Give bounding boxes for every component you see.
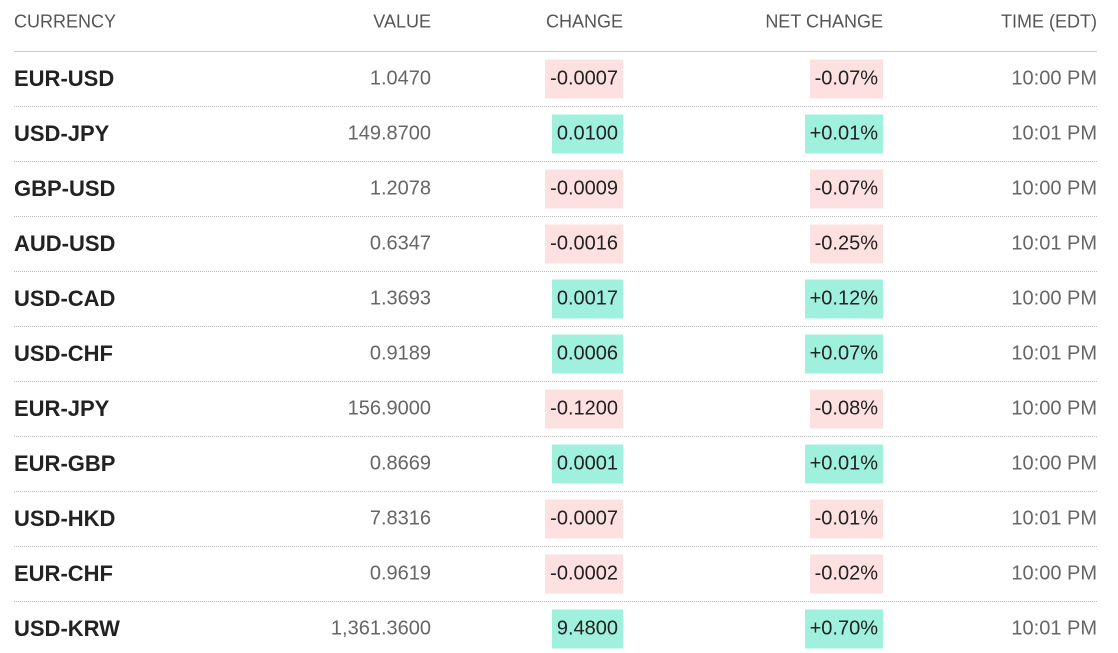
row-divider	[14, 601, 1097, 602]
row-divider	[14, 436, 1097, 437]
net-change-badge: -0.25%	[809, 224, 883, 263]
update-time: 10:00 PM	[1011, 397, 1097, 419]
update-time: 10:01 PM	[1011, 232, 1097, 254]
change-badge: -0.0009	[545, 169, 623, 208]
column-header: CURRENCY	[14, 11, 117, 32]
net-change-badge: -0.08%	[809, 389, 883, 428]
change-badge: -0.0007	[545, 59, 623, 98]
change-badge: 9.4800	[551, 609, 623, 648]
update-time: 10:00 PM	[1011, 287, 1097, 309]
rate-value: 1,361.3600	[330, 617, 431, 639]
currency-pair: EUR-JPY	[14, 395, 110, 421]
row-divider	[14, 546, 1097, 547]
currency-pair: GBP-USD	[14, 175, 116, 201]
row-divider	[14, 51, 1097, 52]
rate-value: 1.3693	[369, 287, 431, 309]
rate-value: 0.9189	[369, 342, 431, 364]
change-badge: 0.0006	[551, 334, 623, 373]
rate-value: 0.6347	[369, 232, 431, 254]
rate-value: 0.9619	[369, 562, 431, 584]
rate-value: 7.8316	[369, 507, 431, 529]
row-divider	[14, 326, 1097, 327]
update-time: 10:01 PM	[1011, 122, 1097, 144]
column-header: NET CHANGE	[765, 11, 883, 32]
net-change-badge: +0.70%	[804, 609, 883, 648]
update-time: 10:00 PM	[1011, 67, 1097, 89]
net-change-badge: -0.01%	[809, 499, 883, 538]
row-divider	[14, 216, 1097, 217]
net-change-badge: -0.02%	[809, 554, 883, 593]
currency-pair: USD-KRW	[14, 615, 120, 641]
net-change-badge: +0.01%	[804, 114, 883, 153]
currency-pair: EUR-USD	[14, 65, 115, 91]
update-time: 10:01 PM	[1011, 507, 1097, 529]
row-divider	[14, 491, 1097, 492]
update-time: 10:00 PM	[1011, 562, 1097, 584]
rate-value: 156.9000	[347, 397, 431, 419]
update-time: 10:01 PM	[1011, 617, 1097, 639]
row-divider	[14, 381, 1097, 382]
currency-pair: USD-HKD	[14, 505, 116, 531]
change-badge: -0.0007	[545, 499, 623, 538]
currency-pair: AUD-USD	[14, 230, 116, 256]
net-change-badge: +0.07%	[804, 334, 883, 373]
change-badge: -0.0016	[545, 224, 623, 263]
net-change-badge: +0.12%	[804, 279, 883, 318]
currency-pair: USD-JPY	[14, 120, 110, 146]
net-change-badge: +0.01%	[804, 444, 883, 483]
change-badge: -0.0002	[545, 554, 623, 593]
column-header: CHANGE	[545, 11, 623, 32]
currency-pair: USD-CHF	[14, 340, 113, 366]
rate-value: 0.8669	[369, 452, 431, 474]
change-badge: 0.0100	[551, 114, 623, 153]
update-time: 10:00 PM	[1011, 177, 1097, 199]
currency-pair: EUR-CHF	[14, 560, 113, 586]
currency-pair: EUR-GBP	[14, 450, 116, 476]
change-badge: 0.0017	[551, 279, 623, 318]
row-divider	[14, 106, 1097, 107]
rate-value: 149.8700	[347, 122, 431, 144]
currency-pair: USD-CAD	[14, 285, 116, 311]
row-divider	[14, 271, 1097, 272]
row-divider	[14, 161, 1097, 162]
column-header: VALUE	[373, 11, 431, 32]
net-change-badge: -0.07%	[809, 169, 883, 208]
update-time: 10:00 PM	[1011, 452, 1097, 474]
rate-value: 1.0470	[369, 67, 431, 89]
rate-value: 1.2078	[369, 177, 431, 199]
net-change-badge: -0.07%	[809, 59, 883, 98]
column-header: TIME (EDT)	[1001, 11, 1097, 32]
change-badge: 0.0001	[551, 444, 623, 483]
update-time: 10:01 PM	[1011, 342, 1097, 364]
change-badge: -0.1200	[545, 389, 623, 428]
